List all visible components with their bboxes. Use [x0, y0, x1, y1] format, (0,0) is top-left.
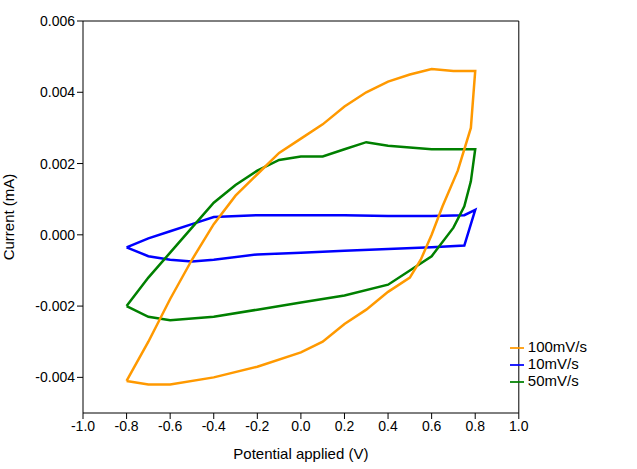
svg-text:0.6: 0.6: [422, 418, 442, 434]
svg-text:-0.004: -0.004: [35, 369, 75, 385]
svg-text:-0.6: -0.6: [158, 418, 182, 434]
svg-text:-0.2: -0.2: [245, 418, 269, 434]
svg-text:0.006: 0.006: [40, 13, 75, 29]
svg-text:0.004: 0.004: [40, 84, 75, 100]
svg-text:0.002: 0.002: [40, 156, 75, 172]
svg-text:-0.8: -0.8: [115, 418, 139, 434]
svg-text:0.0: 0.0: [291, 418, 311, 434]
svg-text:-1.0: -1.0: [71, 418, 95, 434]
svg-text:0.000: 0.000: [40, 227, 75, 243]
html-text:50mV/s: 50mV/s: [527, 372, 579, 389]
svg-text:0.8: 0.8: [465, 418, 485, 434]
svg-text:-0.002: -0.002: [35, 298, 75, 314]
svg-text:0.2: 0.2: [335, 418, 355, 434]
svg-text:1.0: 1.0: [509, 418, 529, 434]
svg-text:0.4: 0.4: [378, 418, 398, 434]
svg-text:-0.4: -0.4: [202, 418, 226, 434]
svg-text:Current (mA): Current (mA): [0, 174, 17, 261]
html-text:10mV/s: 10mV/s: [527, 354, 579, 372]
html-text:100mV/s: 100mV/s: [527, 337, 587, 355]
svg-text:Potential applied (V): Potential applied (V): [233, 445, 368, 462]
